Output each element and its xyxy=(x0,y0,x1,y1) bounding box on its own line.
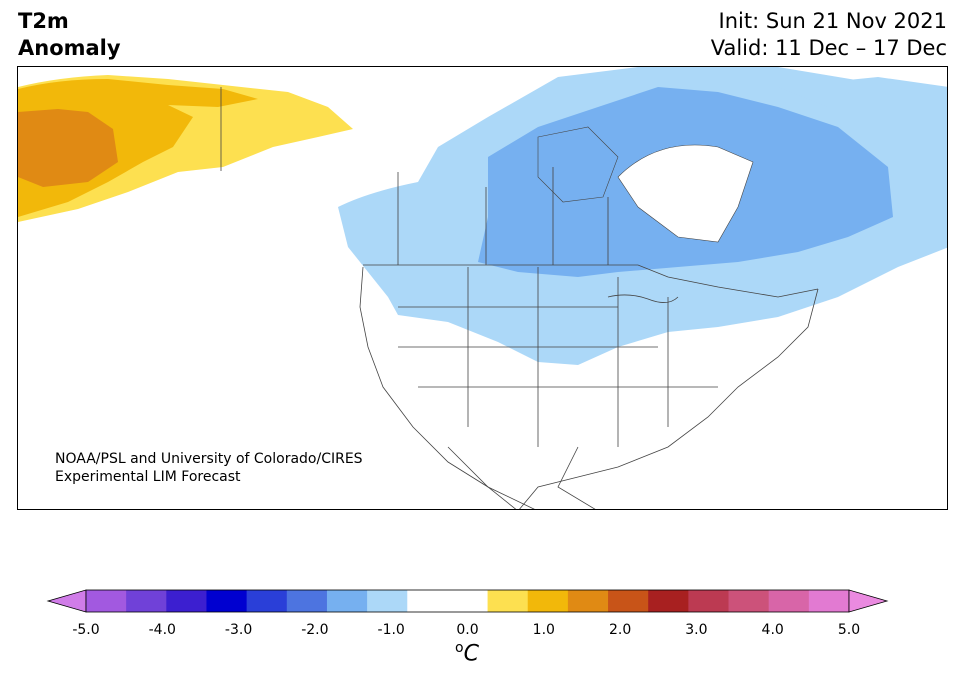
colorbar-tick-label: -2.0 xyxy=(301,622,329,638)
greenland xyxy=(617,144,754,243)
colorbar-tick-label: -4.0 xyxy=(148,622,176,638)
east-coast xyxy=(577,288,819,478)
colorbar-cell xyxy=(608,590,649,612)
mexico-outline xyxy=(447,446,596,509)
title-line-1: T2m xyxy=(18,9,69,33)
colorbar-cell xyxy=(407,590,448,612)
colorbar-tick-label: 3.0 xyxy=(685,622,708,638)
us-canada-border xyxy=(363,264,819,298)
credit-text: NOAA/PSL and University of Colorado/CIRE… xyxy=(55,450,363,486)
colorbar-cell xyxy=(728,590,770,612)
map-panel[interactable] xyxy=(17,66,948,510)
alaska-deep-orange-region xyxy=(18,109,118,187)
unit-label: oC xyxy=(455,640,479,666)
colorbar-tick-label: -1.0 xyxy=(377,622,405,638)
colorbar-extend-high xyxy=(848,589,889,613)
gulf-coast xyxy=(519,476,579,509)
colorbar-tick-label: 4.0 xyxy=(761,622,784,638)
colorbar-tick-label: 1.0 xyxy=(532,622,555,638)
title-line-2: Anomaly xyxy=(18,36,121,60)
colorbar-cell xyxy=(86,590,127,612)
colorbar-tick-label: 2.0 xyxy=(608,622,632,638)
colorbar-extend-low xyxy=(46,589,87,613)
colorbar-cells xyxy=(46,589,889,613)
north-america-map xyxy=(18,67,947,509)
colorbar-cell xyxy=(166,590,207,612)
credit-line-1: NOAA/PSL and University of Colorado/CIRE… xyxy=(55,451,363,467)
hudson-bay xyxy=(537,126,619,203)
great-lakes xyxy=(607,294,679,303)
colorbar-tick-label: -5.0 xyxy=(72,622,100,638)
date-info: Init: Sun 21 Nov 2021 Valid: 11 Dec – 17… xyxy=(711,8,947,62)
unit-symbol: C xyxy=(463,641,479,667)
colorbar-cell xyxy=(206,590,248,612)
unit-superscript: o xyxy=(455,640,464,656)
colorbar-cell xyxy=(367,590,408,612)
west-coast xyxy=(359,266,517,509)
colorbar-tick-label: 0.0 xyxy=(456,622,479,638)
colorbar-cell xyxy=(527,590,569,612)
baffin-cap xyxy=(778,77,947,122)
init-date: Init: Sun 21 Nov 2021 xyxy=(718,9,947,33)
borders xyxy=(220,87,819,509)
colorbar-cell xyxy=(246,590,288,612)
colorbar-cell xyxy=(126,590,167,612)
colorbar-cell xyxy=(768,590,810,612)
colorbar-cell xyxy=(808,590,850,612)
colorbar-tick-label: 5.0 xyxy=(837,622,861,638)
colorbar-cell xyxy=(648,590,689,612)
credit-line-2: Experimental LIM Forecast xyxy=(55,469,241,485)
canada-provinces xyxy=(397,167,609,265)
us-states xyxy=(398,267,718,447)
colorbar-cell xyxy=(567,590,609,612)
colorbar-cell xyxy=(447,590,489,612)
colorbar-tick-label: -3.0 xyxy=(224,622,253,638)
valid-date: Valid: 11 Dec – 17 Dec xyxy=(710,36,947,60)
colorbar-cell xyxy=(286,590,328,612)
colorbar-cell xyxy=(688,590,730,612)
colorbar-cell xyxy=(487,590,529,612)
map-title: T2m Anomaly xyxy=(18,8,121,62)
colorbar xyxy=(46,589,889,613)
colorbar-cell xyxy=(326,590,368,612)
